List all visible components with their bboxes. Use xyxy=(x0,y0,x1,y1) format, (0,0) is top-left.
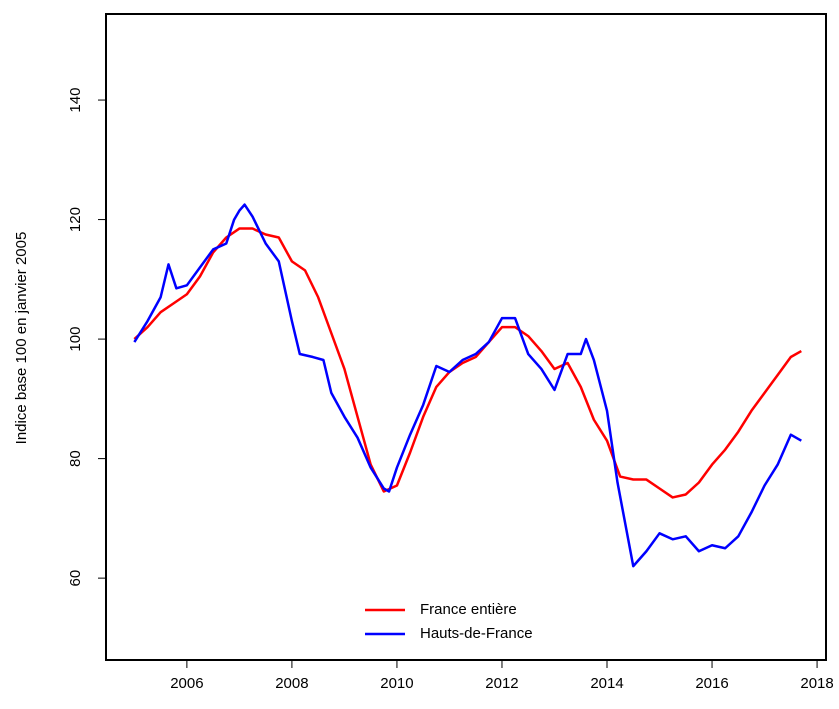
x-tick-label: 2018 xyxy=(800,675,833,692)
x-tick-label: 2012 xyxy=(485,675,518,692)
y-axis-label: Indice base 100 en janvier 2005 xyxy=(13,232,30,445)
x-tick-label: 2008 xyxy=(275,675,308,692)
x-tick-label: 2006 xyxy=(170,675,203,692)
y-tick-label: 100 xyxy=(67,327,84,352)
x-tick-label: 2014 xyxy=(590,675,623,692)
x-tick-label: 2010 xyxy=(380,675,413,692)
legend-label: Hauts-de-France xyxy=(420,625,533,642)
legend-label: France entière xyxy=(420,601,517,618)
y-tick-label: 120 xyxy=(67,207,84,232)
y-tick-label: 60 xyxy=(67,570,84,587)
plot-frame xyxy=(105,13,827,661)
line-series xyxy=(133,203,802,568)
x-tick-label: 2016 xyxy=(695,675,728,692)
y-tick-label: 80 xyxy=(67,450,84,467)
line-series xyxy=(133,227,802,499)
y-tick-label: 140 xyxy=(67,88,84,113)
